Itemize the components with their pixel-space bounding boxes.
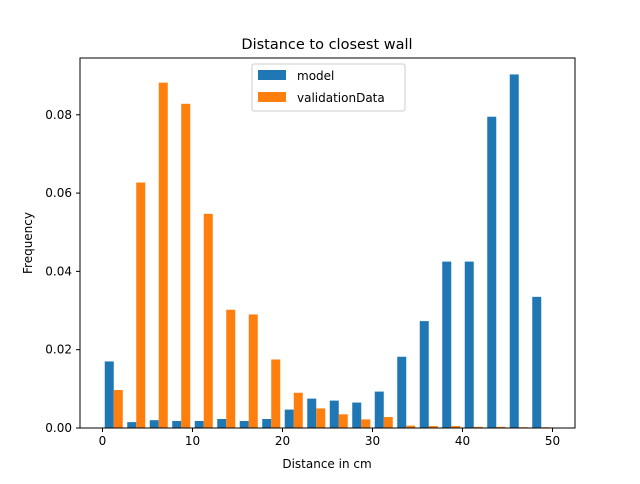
y-axis: 0.00 0.02 0.04 0.06 0.08 — [45, 108, 80, 435]
y-tick-label: 0.08 — [45, 108, 72, 122]
y-tick-label: 0.04 — [45, 264, 72, 278]
bar-model-bin-5 — [217, 418, 227, 428]
bar-model-bin-8 — [284, 409, 294, 428]
bar-model-bin-4 — [194, 420, 204, 428]
bar-model-bin-3 — [172, 420, 182, 428]
legend-box — [251, 63, 406, 112]
bar-validationdata-bin-11 — [361, 419, 371, 428]
legend-label-model: model — [297, 69, 334, 83]
bar-validationdata-bin-10 — [338, 414, 348, 428]
bar-model-bin-0 — [104, 361, 114, 428]
x-tick-label: 50 — [545, 434, 560, 448]
bar-validationdata-bin-13 — [406, 425, 416, 428]
bars-layer — [104, 74, 551, 429]
legend-label-validationdata: validationData — [297, 91, 385, 105]
legend: model validationData — [251, 63, 406, 112]
bar-validationdata-bin-14 — [428, 426, 438, 428]
bar-validationdata-bin-12 — [383, 417, 393, 428]
bar-model-bin-16 — [464, 261, 474, 428]
legend-swatch-validationdata — [258, 92, 286, 102]
bar-model-bin-2 — [149, 420, 159, 428]
bar-validationdata-bin-17 — [496, 426, 506, 428]
bar-validationdata-bin-16 — [473, 426, 483, 428]
x-tick-label: 40 — [455, 434, 470, 448]
bar-model-bin-18 — [509, 74, 519, 428]
bar-model-bin-14 — [419, 321, 429, 428]
x-tick-label: 10 — [185, 434, 200, 448]
bar-model-bin-10 — [329, 400, 339, 428]
x-axis: 0 10 20 30 40 50 — [99, 428, 560, 448]
bar-validationdata-bin-6 — [248, 314, 258, 428]
bar-model-bin-19 — [532, 296, 542, 428]
x-tick-label: 30 — [365, 434, 380, 448]
x-tick-label: 0 — [99, 434, 107, 448]
bar-validationdata-bin-7 — [271, 359, 281, 428]
bar-model-bin-11 — [352, 402, 362, 428]
bar-validationdata-bin-15 — [451, 426, 461, 428]
bar-validationdata-bin-3 — [181, 103, 191, 428]
x-tick-label: 20 — [275, 434, 290, 448]
bar-validationdata-bin-9 — [316, 408, 326, 428]
legend-swatch-model — [258, 70, 286, 80]
bar-model-bin-7 — [262, 418, 272, 428]
bar-model-bin-1 — [127, 422, 137, 428]
y-tick-label: 0.02 — [45, 343, 72, 357]
plot-frame — [79, 57, 576, 429]
bar-validationdata-bin-0 — [113, 390, 123, 428]
bar-model-bin-6 — [239, 420, 249, 428]
bar-model-bin-12 — [374, 391, 384, 428]
y-tick-label: 0.00 — [45, 421, 72, 435]
bar-model-bin-13 — [397, 356, 407, 428]
bar-validationdata-bin-2 — [158, 82, 168, 429]
x-axis-label: Distance in cm — [282, 457, 371, 471]
bar-validationdata-bin-5 — [226, 309, 236, 428]
chart-title: Distance to closest wall — [241, 37, 412, 53]
bar-model-bin-15 — [442, 261, 452, 428]
bar-validationdata-bin-8 — [293, 392, 303, 428]
bar-model-bin-9 — [307, 398, 317, 428]
bar-model-bin-17 — [487, 116, 497, 428]
bar-validationdata-bin-4 — [203, 213, 213, 428]
y-tick-label: 0.06 — [45, 186, 72, 200]
y-axis-label: Frequency — [21, 212, 35, 274]
bar-validationdata-bin-1 — [136, 182, 146, 428]
